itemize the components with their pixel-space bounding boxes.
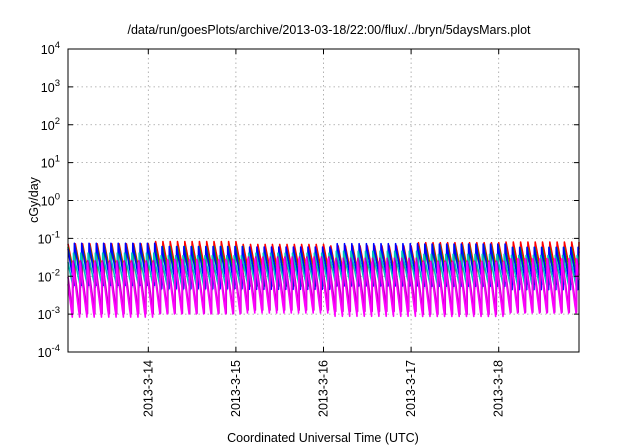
y-tick-label: 103	[41, 78, 60, 95]
x-axis-label: Coordinated Universal Time (UTC)	[227, 431, 419, 445]
y-axis: 10-4 10-3 10-2 10-1 100 101 102 103 104	[38, 40, 579, 360]
chart-title: /data/run/goesPlots/archive/2013-03-18/2…	[127, 23, 531, 37]
x-tick-label: 2013-3-16	[317, 360, 331, 417]
y-tick-label: 102	[41, 116, 60, 133]
y-tick-label: 10-2	[38, 267, 60, 284]
series-layer	[67, 240, 580, 318]
y-tick-label: 100	[41, 192, 60, 209]
y-tick-label: 101	[41, 154, 60, 171]
x-tick-label: 2013-3-14	[141, 360, 155, 417]
x-tick-label: 2013-3-18	[492, 360, 506, 417]
x-tick-label: 2013-3-15	[229, 360, 243, 417]
y-tick-label: 10-1	[38, 229, 60, 246]
y-tick-label: 10-4	[38, 343, 60, 360]
grid	[68, 49, 579, 352]
x-axis: 2013-3-14 2013-3-15 2013-3-16 2013-3-17 2013…	[141, 49, 506, 417]
y-axis-label: cGy/day	[27, 176, 41, 223]
y-tick-label: 104	[41, 40, 60, 57]
series-line-6	[67, 257, 580, 318]
x-tick-label: 2013-3-17	[404, 360, 418, 417]
y-tick-label: 10-3	[38, 305, 60, 322]
